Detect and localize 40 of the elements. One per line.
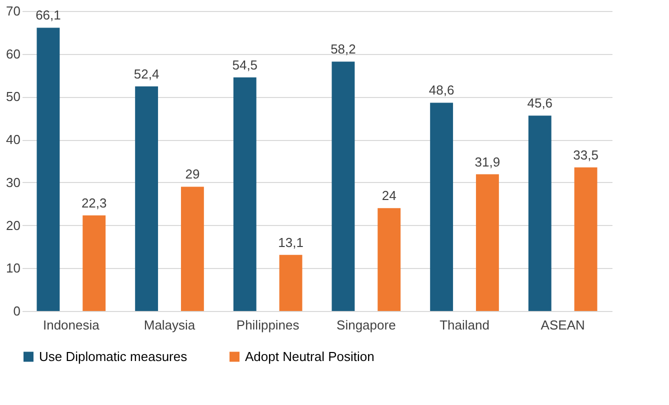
y-tick-label: 40 <box>6 132 20 148</box>
data-label: 52,4 <box>134 66 160 82</box>
bar <box>332 62 355 311</box>
legend-label: Use Diplomatic measures <box>39 348 188 364</box>
bar <box>180 186 204 311</box>
y-tick-label: 0 <box>13 304 20 318</box>
bar <box>378 208 401 311</box>
data-label: 33,5 <box>573 147 598 162</box>
x-tick-label: Malaysia <box>144 318 196 332</box>
y-tick-label: 10 <box>6 260 20 276</box>
y-tick-label: 60 <box>6 46 20 62</box>
y-tick-label: 50 <box>6 89 20 104</box>
data-label: 24 <box>382 188 396 204</box>
data-label: 58,2 <box>330 42 356 57</box>
bar <box>233 77 256 311</box>
bar <box>135 86 158 311</box>
bar <box>430 102 454 311</box>
y-tick-label: 20 <box>6 218 20 233</box>
data-label: 22,3 <box>81 195 107 210</box>
legend-label: Adopt Neutral Position <box>245 348 374 364</box>
x-tick-label: ASEAN <box>540 318 585 332</box>
data-label: 31,9 <box>474 154 500 170</box>
y-tick-label: 30 <box>6 174 20 190</box>
x-tick-label: Thailand <box>440 318 490 332</box>
x-tick-label: Singapore <box>336 318 396 332</box>
data-label: 54,5 <box>232 57 258 72</box>
x-tick-label: Philippines <box>236 318 300 332</box>
data-label: 13,1 <box>278 234 304 250</box>
bar <box>476 174 499 311</box>
bar <box>528 116 552 311</box>
data-label: 66,1 <box>36 8 61 23</box>
y-tick-label: 70 <box>6 4 20 18</box>
x-tick-label: Indonesia <box>42 318 100 332</box>
data-label: 48,6 <box>428 82 454 98</box>
data-label: 29 <box>185 166 200 182</box>
bar <box>36 28 60 311</box>
data-label: 45,6 <box>527 96 553 111</box>
bar <box>574 167 598 311</box>
bar <box>82 215 106 311</box>
bar <box>279 254 302 311</box>
